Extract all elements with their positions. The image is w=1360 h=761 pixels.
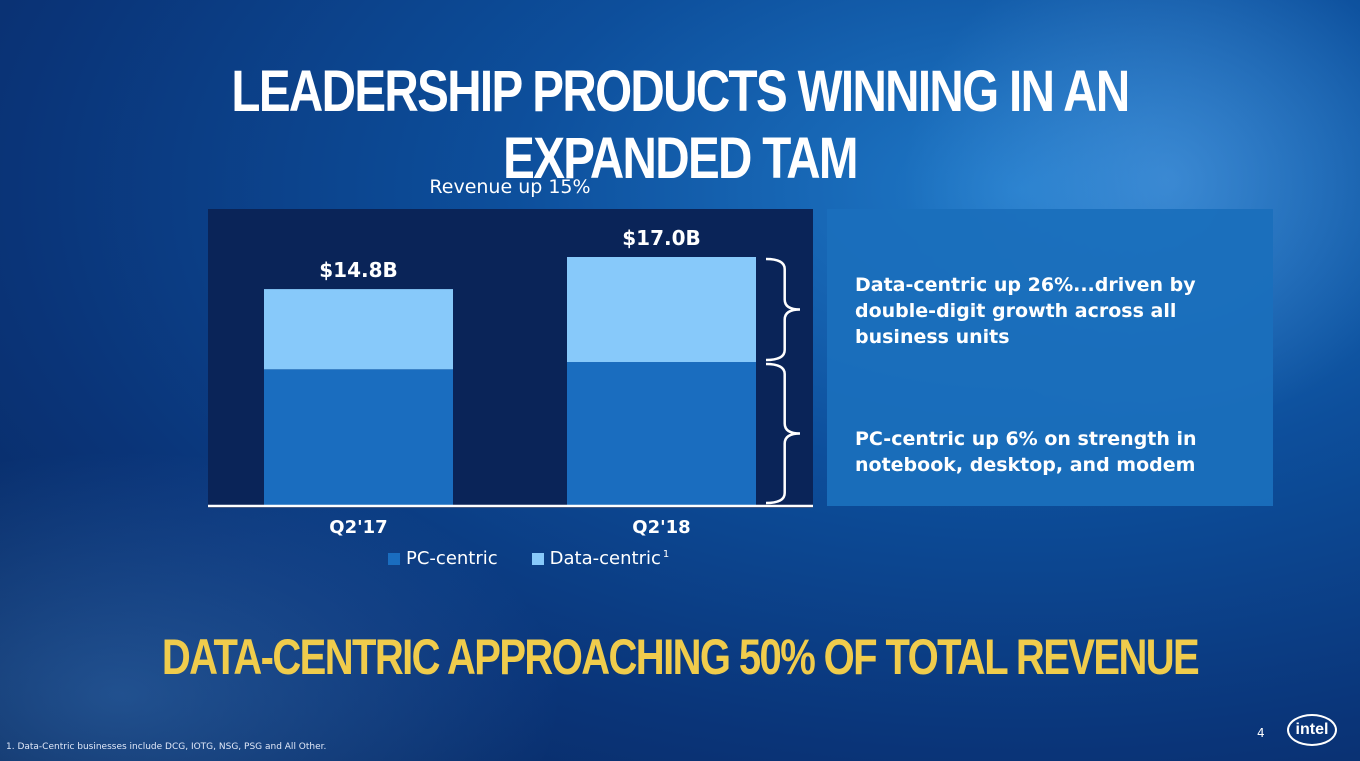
legend-label: PC-centric: [406, 548, 498, 569]
slide-subtitle: DATA-CENTRIC APPROACHING 50% OF TOTAL RE…: [161, 629, 1200, 685]
legend-item-pc-centric: PC-centric: [388, 548, 498, 569]
slide-title: LEADERSHIP PRODUCTS WINNING IN AN EXPAND…: [231, 59, 1130, 191]
bar-total-label: $14.8B: [319, 258, 398, 282]
bar-total-label: $17.0B: [622, 226, 701, 250]
chart-title: Revenue up 15%: [429, 176, 591, 198]
pc-centric-callout: PC-centric up 6% on strength in notebook…: [855, 428, 1197, 476]
callout-box: [827, 209, 1273, 506]
logo-text: intel: [1295, 721, 1329, 738]
bar-pc-centric: [264, 369, 453, 505]
legend-footnote-marker: 1: [662, 549, 670, 560]
data-centric-callout: Data-centric up 26%...driven by double-d…: [855, 274, 1196, 348]
bar-pc-centric: [567, 362, 756, 505]
page-number: 4: [1257, 726, 1265, 740]
bar-data-centric: [264, 289, 453, 370]
intel-logo: intel: [1287, 714, 1337, 746]
chart-legend: PC-centric Data-centric 1: [388, 548, 703, 569]
legend-item-data-centric: Data-centric 1: [531, 548, 670, 569]
bar-data-centric: [567, 257, 756, 363]
x-tick-label: Q2'18: [632, 517, 690, 538]
footnote: 1. Data-Centric businesses include DCG, …: [6, 742, 327, 752]
legend-label: Data-centric: [549, 548, 661, 569]
legend-swatch: [388, 552, 400, 565]
x-tick-label: Q2'17: [329, 517, 387, 538]
brace: [765, 257, 801, 362]
legend-swatch: [531, 552, 544, 565]
brace: [765, 362, 801, 505]
